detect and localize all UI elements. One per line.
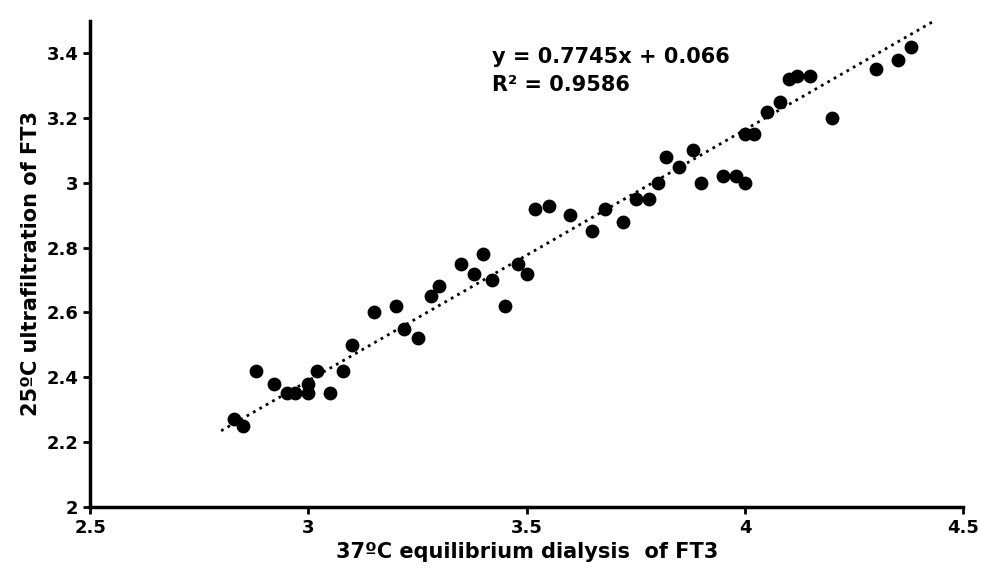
Point bbox=[396, 324, 412, 333]
Point bbox=[388, 301, 404, 311]
Point bbox=[658, 152, 674, 161]
Point bbox=[890, 55, 906, 64]
Point bbox=[789, 71, 805, 80]
Point bbox=[628, 194, 644, 203]
Point bbox=[541, 201, 557, 210]
Point bbox=[759, 107, 775, 116]
Point bbox=[746, 129, 762, 139]
Point bbox=[772, 97, 788, 107]
Y-axis label: 25ºC ultrafiltration of FT3: 25ºC ultrafiltration of FT3 bbox=[21, 111, 41, 416]
Point bbox=[484, 275, 500, 285]
Point bbox=[423, 292, 439, 301]
Point bbox=[584, 227, 600, 236]
Point bbox=[641, 194, 657, 203]
Point bbox=[562, 210, 578, 220]
Point bbox=[431, 282, 447, 291]
Point bbox=[322, 389, 338, 398]
Point bbox=[300, 379, 316, 388]
Point bbox=[527, 204, 543, 213]
Point bbox=[728, 171, 744, 181]
Point bbox=[903, 42, 919, 51]
Point bbox=[300, 389, 316, 398]
Point bbox=[868, 65, 884, 74]
Point bbox=[802, 71, 818, 80]
Point bbox=[466, 269, 482, 278]
Point bbox=[475, 250, 491, 259]
Text: y = 0.7745x + 0.066
R² = 0.9586: y = 0.7745x + 0.066 R² = 0.9586 bbox=[492, 47, 730, 95]
Point bbox=[510, 259, 526, 269]
Point bbox=[824, 113, 840, 122]
Point bbox=[497, 301, 513, 311]
Point bbox=[693, 178, 709, 188]
Point bbox=[287, 389, 303, 398]
Point bbox=[226, 415, 242, 424]
Point bbox=[615, 217, 631, 226]
Point bbox=[737, 178, 753, 188]
Point bbox=[410, 333, 426, 343]
X-axis label: 37ºC equilibrium dialysis  of FT3: 37ºC equilibrium dialysis of FT3 bbox=[336, 542, 718, 562]
Point bbox=[453, 259, 469, 269]
Point bbox=[266, 379, 282, 388]
Point bbox=[344, 340, 360, 349]
Point bbox=[597, 204, 613, 213]
Point bbox=[279, 389, 295, 398]
Point bbox=[715, 171, 731, 181]
Point bbox=[737, 129, 753, 139]
Point bbox=[235, 421, 251, 430]
Point bbox=[366, 308, 382, 317]
Point bbox=[685, 146, 701, 155]
Point bbox=[650, 178, 666, 188]
Point bbox=[335, 366, 351, 375]
Point bbox=[519, 269, 535, 278]
Point bbox=[671, 162, 687, 171]
Point bbox=[309, 366, 325, 375]
Point bbox=[781, 75, 797, 84]
Point bbox=[248, 366, 264, 375]
